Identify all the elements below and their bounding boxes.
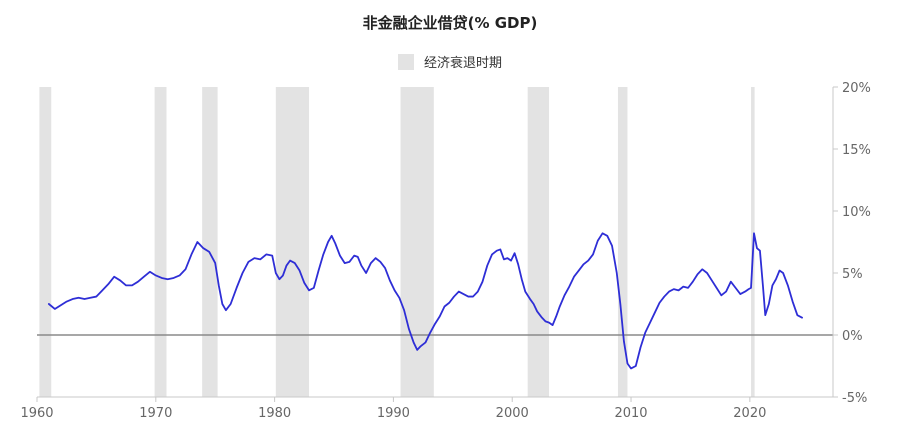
recession-band-2: [202, 87, 218, 397]
y-tick-label-4: 0%: [842, 329, 863, 344]
x-tick-label-0: 1960: [20, 406, 53, 421]
x-tick-label-4: 2000: [496, 406, 529, 421]
recession-band-0: [39, 87, 52, 397]
y-tick-label-0: 20%: [842, 81, 871, 96]
y-tick-label-5: -5%: [842, 391, 867, 406]
y-tick-label-1: 15%: [842, 143, 871, 158]
x-tick-label-1: 1970: [139, 406, 172, 421]
legend-swatch-recession: [397, 53, 414, 70]
y-tick-label-3: 5%: [842, 267, 863, 282]
x-tick-label-6: 2020: [733, 406, 766, 421]
chart-title: 非金融企业借贷(% GDP): [362, 14, 538, 32]
legend: 经济衰退时期: [0, 52, 900, 71]
x-tick-label-3: 1990: [377, 406, 410, 421]
recession-band-1: [154, 87, 167, 397]
y-tick-label-2: 10%: [842, 205, 871, 220]
series-line-0: [47, 232, 804, 370]
recession-band-3: [275, 87, 310, 397]
x-tick-label-2: 1980: [258, 406, 291, 421]
legend-label-recession: 经济衰退时期: [423, 56, 502, 71]
x-tick-label-5: 2010: [614, 406, 647, 421]
recession-band-5: [527, 87, 550, 397]
recession-band-4: [400, 87, 434, 397]
recession-band-6: [617, 87, 628, 397]
